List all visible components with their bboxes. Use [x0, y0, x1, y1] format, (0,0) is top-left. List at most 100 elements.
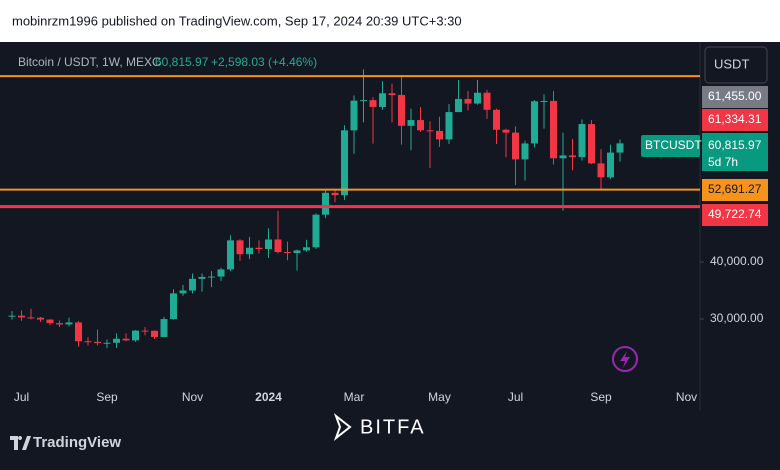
x-tick-label: Nov — [676, 390, 697, 404]
candle-body — [379, 93, 386, 107]
price-tag — [702, 109, 768, 131]
candle-body — [350, 100, 358, 131]
symbol-tag-label: BTCUSDT — [645, 138, 702, 152]
candle-body — [198, 276, 206, 279]
price-tag — [702, 204, 768, 226]
candle-body — [103, 342, 111, 344]
candle-body — [550, 100, 557, 159]
candle-body — [531, 101, 538, 144]
x-tick-label: May — [428, 390, 451, 404]
candle-body — [322, 192, 329, 215]
watermark: BITFA — [360, 416, 426, 438]
candle-body — [208, 276, 215, 278]
x-tick-label: Jul — [14, 390, 29, 404]
candle-body — [436, 130, 443, 140]
candle-body — [8, 315, 16, 317]
candle-body — [559, 155, 567, 159]
candle-body — [597, 163, 605, 178]
candle-body — [94, 341, 101, 343]
price-tag — [702, 179, 768, 201]
candle-body — [407, 120, 415, 126]
x-tick-label: Sep — [590, 390, 612, 404]
candle-body — [265, 239, 272, 250]
candle-body — [521, 143, 529, 160]
candle-body — [160, 319, 168, 337]
candle-body — [132, 330, 139, 341]
price-tag-label: 61,455.00 — [708, 89, 762, 103]
publish-info: mobinrzm1996 published on TradingView.co… — [12, 13, 462, 28]
x-tick-label: Jul — [508, 390, 523, 404]
last-price: 60,815.97 — [155, 55, 209, 69]
x-tick-label: Nov — [182, 390, 203, 404]
candle-body — [483, 92, 491, 110]
symbol: Bitcoin / USDT, 1W, MEXC — [18, 55, 161, 69]
candle-body — [303, 247, 310, 251]
tv-logo-text: TradingView — [33, 434, 121, 451]
x-tick-label: 2024 — [255, 390, 282, 404]
price-tag-label: 49,722.74 — [708, 207, 762, 221]
candle-body — [474, 92, 481, 104]
candle-body — [151, 330, 158, 337]
candle-body — [227, 240, 234, 270]
candle-body — [360, 100, 367, 102]
candle-body — [236, 240, 244, 255]
candle-body — [37, 317, 44, 320]
candle-body — [84, 341, 92, 343]
candle-body — [493, 109, 500, 130]
candle-body — [616, 143, 624, 153]
candle-body — [445, 112, 453, 140]
candle-body — [464, 98, 472, 104]
candle-body — [426, 130, 434, 132]
candle-body — [46, 319, 54, 324]
candle-body — [569, 155, 576, 158]
candle-body — [27, 317, 35, 319]
y-tick-label: 40,000.00 — [710, 254, 764, 268]
candle-body — [141, 330, 149, 332]
candle-body — [75, 322, 82, 342]
price-tag-label: 61,334.31 — [708, 112, 762, 126]
candle-body — [293, 250, 301, 253]
candle-body — [122, 338, 130, 341]
price-tag-countdown: 5d 7h — [708, 155, 738, 169]
change: +2,598.03 (+4.46%) — [211, 55, 317, 69]
price-tag — [702, 133, 768, 171]
candle-body — [113, 338, 120, 343]
candle-body — [189, 278, 196, 291]
alert-bolt — [620, 351, 630, 368]
bitfa-icon — [333, 413, 352, 441]
candle-body — [170, 293, 177, 320]
candle-body — [417, 120, 424, 131]
candle-body — [369, 100, 377, 107]
y-tick-label: 30,000.00 — [710, 311, 764, 325]
candle-body — [284, 252, 291, 254]
candle-body — [388, 93, 396, 95]
candle-body — [246, 247, 253, 255]
candle-body — [331, 192, 339, 196]
price-tag — [702, 86, 768, 108]
alert-icon[interactable] — [612, 346, 638, 372]
candle-body — [312, 214, 320, 248]
candle-body — [588, 124, 595, 164]
currency-box[interactable] — [704, 46, 768, 84]
candle-body — [455, 98, 462, 113]
candle-body — [512, 132, 519, 160]
candle-body — [341, 130, 348, 196]
candle-body — [578, 124, 586, 158]
price-tag-label: 60,815.97 — [708, 138, 762, 152]
candle-body — [398, 94, 405, 126]
candle-body — [502, 129, 510, 133]
x-tick-label: Mar — [344, 390, 365, 404]
x-tick-label: Sep — [96, 390, 118, 404]
header-bar — [0, 0, 780, 42]
candle-body — [607, 152, 614, 178]
price-tag-label: 52,691.27 — [708, 182, 762, 196]
candle-body — [65, 322, 73, 325]
candle-body — [217, 269, 225, 277]
candle-body — [18, 315, 25, 318]
tv-logo — [10, 436, 31, 450]
candle-body — [56, 323, 63, 325]
candle-body — [274, 239, 282, 253]
candle-body — [179, 290, 187, 294]
candle-body — [540, 100, 548, 102]
